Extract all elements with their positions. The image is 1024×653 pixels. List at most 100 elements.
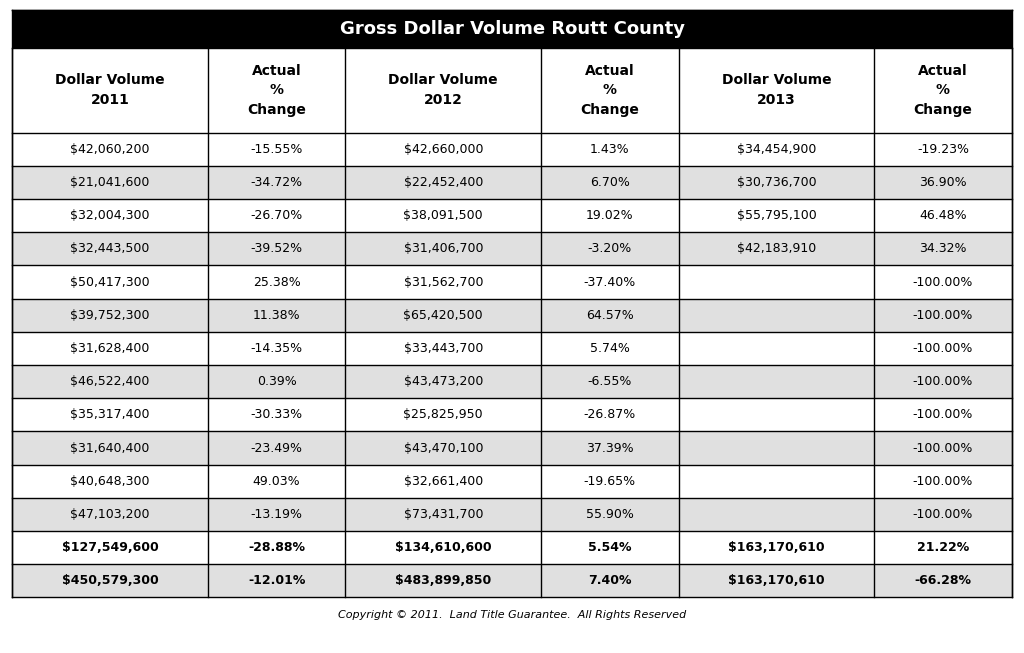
Text: -26.87%: -26.87% — [584, 408, 636, 421]
Text: -23.49%: -23.49% — [251, 441, 303, 454]
Text: Gross Dollar Volume Routt County: Gross Dollar Volume Routt County — [340, 20, 684, 38]
Text: $73,431,700: $73,431,700 — [403, 508, 483, 521]
Text: $32,004,300: $32,004,300 — [71, 209, 150, 222]
Text: $31,640,400: $31,640,400 — [71, 441, 150, 454]
Text: $21,041,600: $21,041,600 — [71, 176, 150, 189]
Bar — [12, 133, 1012, 166]
Text: 55.90%: 55.90% — [586, 508, 634, 521]
Text: $42,183,910: $42,183,910 — [737, 242, 816, 255]
Text: $39,752,300: $39,752,300 — [71, 309, 150, 322]
Bar — [12, 432, 1012, 465]
Text: -14.35%: -14.35% — [251, 342, 303, 355]
Text: 5.54%: 5.54% — [588, 541, 632, 554]
Bar — [12, 365, 1012, 398]
Text: -66.28%: -66.28% — [914, 575, 972, 588]
Text: $22,452,400: $22,452,400 — [403, 176, 483, 189]
Text: $163,170,610: $163,170,610 — [728, 541, 824, 554]
Text: 1.43%: 1.43% — [590, 142, 630, 155]
Text: $46,522,400: $46,522,400 — [71, 375, 150, 388]
Text: 11.38%: 11.38% — [253, 309, 300, 322]
Bar — [12, 232, 1012, 265]
Text: -34.72%: -34.72% — [251, 176, 303, 189]
Bar — [12, 465, 1012, 498]
Bar — [12, 166, 1012, 199]
Text: -100.00%: -100.00% — [912, 276, 973, 289]
Text: 19.02%: 19.02% — [586, 209, 634, 222]
Text: -12.01%: -12.01% — [248, 575, 305, 588]
Bar — [12, 298, 1012, 332]
Bar — [12, 48, 1012, 133]
Text: $450,579,300: $450,579,300 — [61, 575, 159, 588]
Bar — [12, 531, 1012, 564]
Text: 5.74%: 5.74% — [590, 342, 630, 355]
Text: $43,473,200: $43,473,200 — [403, 375, 483, 388]
Text: -100.00%: -100.00% — [912, 309, 973, 322]
Text: Dollar Volume
2013: Dollar Volume 2013 — [722, 73, 831, 107]
Text: $40,648,300: $40,648,300 — [71, 475, 150, 488]
Text: $483,899,850: $483,899,850 — [395, 575, 492, 588]
Text: 36.90%: 36.90% — [920, 176, 967, 189]
Text: -100.00%: -100.00% — [912, 441, 973, 454]
Text: Actual
%
Change: Actual % Change — [913, 63, 973, 117]
Text: -3.20%: -3.20% — [588, 242, 632, 255]
Text: $31,406,700: $31,406,700 — [403, 242, 483, 255]
Text: 46.48%: 46.48% — [920, 209, 967, 222]
Text: $31,628,400: $31,628,400 — [71, 342, 150, 355]
Text: 49.03%: 49.03% — [253, 475, 300, 488]
Text: -39.52%: -39.52% — [251, 242, 303, 255]
Text: $34,454,900: $34,454,900 — [736, 142, 816, 155]
Text: -100.00%: -100.00% — [912, 475, 973, 488]
Text: 7.40%: 7.40% — [588, 575, 632, 588]
Bar — [12, 10, 1012, 48]
Text: -100.00%: -100.00% — [912, 342, 973, 355]
Text: $127,549,600: $127,549,600 — [61, 541, 159, 554]
Text: 6.70%: 6.70% — [590, 176, 630, 189]
Text: $32,661,400: $32,661,400 — [403, 475, 483, 488]
Text: -100.00%: -100.00% — [912, 408, 973, 421]
Text: 25.38%: 25.38% — [253, 276, 301, 289]
Text: -19.23%: -19.23% — [916, 142, 969, 155]
Text: -13.19%: -13.19% — [251, 508, 303, 521]
Bar — [12, 199, 1012, 232]
Text: -37.40%: -37.40% — [584, 276, 636, 289]
Text: $35,317,400: $35,317,400 — [71, 408, 150, 421]
Text: -28.88%: -28.88% — [248, 541, 305, 554]
Text: $30,736,700: $30,736,700 — [736, 176, 816, 189]
Text: Actual
%
Change: Actual % Change — [247, 63, 306, 117]
Text: -100.00%: -100.00% — [912, 375, 973, 388]
Text: 0.39%: 0.39% — [257, 375, 297, 388]
Text: Actual
%
Change: Actual % Change — [581, 63, 639, 117]
Text: $25,825,950: $25,825,950 — [403, 408, 483, 421]
Text: -26.70%: -26.70% — [251, 209, 303, 222]
Text: $31,562,700: $31,562,700 — [403, 276, 483, 289]
Text: $65,420,500: $65,420,500 — [403, 309, 483, 322]
Text: $43,470,100: $43,470,100 — [403, 441, 483, 454]
Text: -15.55%: -15.55% — [251, 142, 303, 155]
Text: $42,660,000: $42,660,000 — [403, 142, 483, 155]
Text: $32,443,500: $32,443,500 — [71, 242, 150, 255]
Text: 34.32%: 34.32% — [920, 242, 967, 255]
Bar — [12, 265, 1012, 298]
Text: $47,103,200: $47,103,200 — [71, 508, 150, 521]
Text: $55,795,100: $55,795,100 — [736, 209, 816, 222]
Text: $38,091,500: $38,091,500 — [403, 209, 483, 222]
Text: -100.00%: -100.00% — [912, 508, 973, 521]
Text: $42,060,200: $42,060,200 — [71, 142, 150, 155]
Text: -30.33%: -30.33% — [251, 408, 303, 421]
Bar — [12, 332, 1012, 365]
Bar — [12, 498, 1012, 531]
Bar — [12, 564, 1012, 597]
Text: Copyright © 2011.  Land Title Guarantee.  All Rights Reserved: Copyright © 2011. Land Title Guarantee. … — [338, 611, 686, 620]
Text: $50,417,300: $50,417,300 — [71, 276, 150, 289]
Text: 21.22%: 21.22% — [916, 541, 969, 554]
Text: 37.39%: 37.39% — [586, 441, 634, 454]
Text: $134,610,600: $134,610,600 — [395, 541, 492, 554]
Text: $163,170,610: $163,170,610 — [728, 575, 824, 588]
Text: $33,443,700: $33,443,700 — [403, 342, 483, 355]
Text: Dollar Volume
2012: Dollar Volume 2012 — [388, 73, 498, 107]
Bar — [12, 398, 1012, 432]
Text: 64.57%: 64.57% — [586, 309, 634, 322]
Text: -6.55%: -6.55% — [588, 375, 632, 388]
Text: -19.65%: -19.65% — [584, 475, 636, 488]
Text: Dollar Volume
2011: Dollar Volume 2011 — [55, 73, 165, 107]
